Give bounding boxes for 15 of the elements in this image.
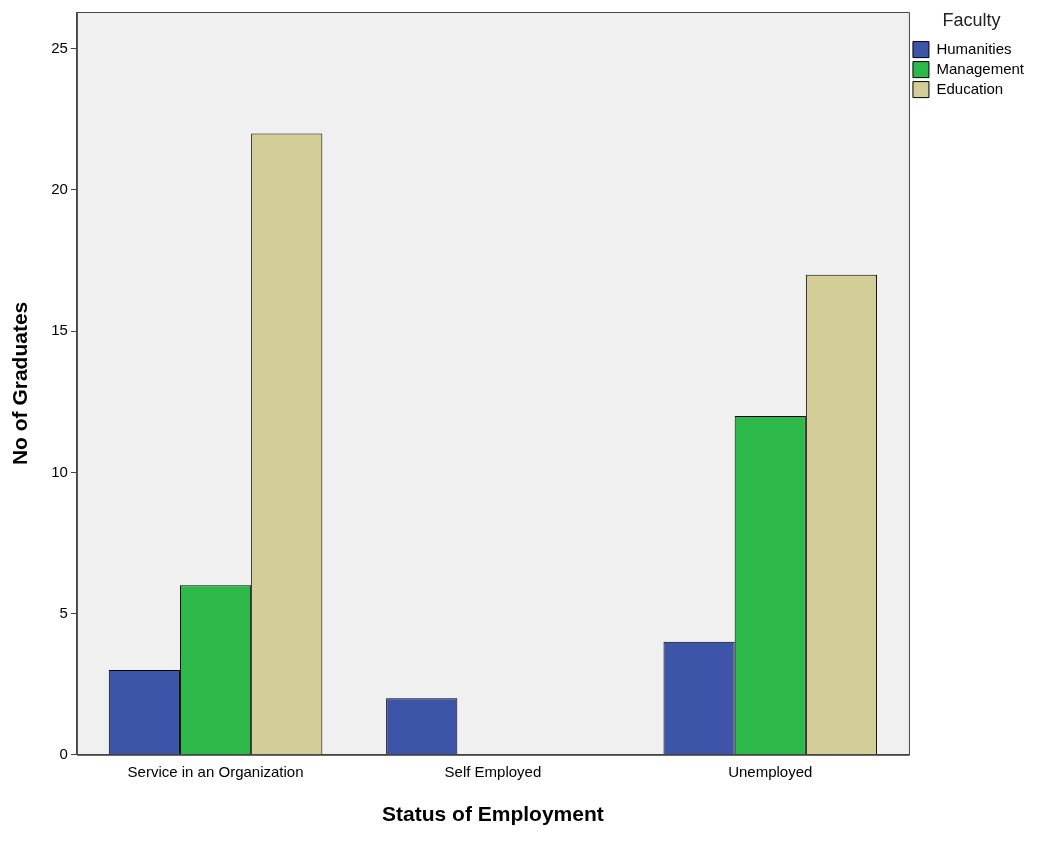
y-tick-label: 20 — [51, 180, 68, 198]
x-tick-label: Service in an Organization — [127, 762, 304, 780]
legend-label: Management — [936, 59, 1025, 77]
legend-label: Education — [936, 79, 1004, 97]
x-axis-title: Status of Employment — [382, 802, 604, 826]
legend-label: Humanities — [936, 39, 1012, 57]
y-tick-label: 10 — [51, 462, 68, 480]
x-tick-label: Unemployed — [728, 762, 813, 780]
y-tick-label: 5 — [59, 603, 68, 621]
x-tick-label: Self Employed — [444, 762, 542, 780]
y-axis-title: No of Graduates — [8, 301, 32, 466]
legend-title: Faculty — [942, 9, 1001, 30]
y-tick-label: 25 — [51, 38, 68, 56]
y-tick-label: 0 — [59, 744, 68, 762]
y-tick-label: 15 — [51, 321, 68, 339]
